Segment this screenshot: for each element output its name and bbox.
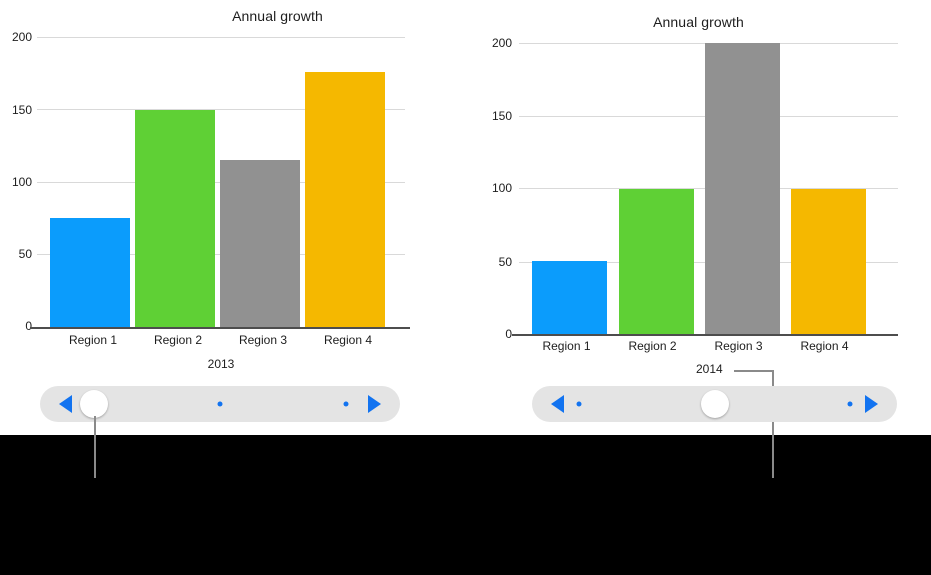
x-label-region-4: Region 4 (800, 339, 849, 353)
y-tick-label-200: 200 (11, 30, 32, 44)
callout-connector-left (94, 416, 96, 478)
callout-connector-horizontal (734, 370, 774, 372)
bar-region-3[interactable] (220, 160, 300, 327)
bar-region-1[interactable] (532, 261, 607, 334)
slider-thumb[interactable] (80, 390, 108, 418)
chart-title: Annual growth (232, 8, 323, 24)
bar-region-2[interactable] (135, 109, 215, 327)
bar-region-4[interactable] (791, 188, 866, 334)
previous-step-arrow-icon[interactable] (59, 395, 72, 413)
y-tick-label-0: 0 (505, 327, 512, 341)
x-axis-baseline (30, 327, 410, 329)
slider-thumb[interactable] (700, 390, 729, 418)
x-label-region-3: Region 3 (238, 333, 288, 347)
previous-step-arrow-icon[interactable] (551, 395, 564, 413)
x-label-region-1: Region 1 (68, 333, 118, 347)
x-label-region-4: Region 4 (323, 333, 373, 347)
chart-right[interactable]: Annual growth 200 150 100 50 0 Region 1 … (466, 0, 931, 478)
gridline-150 (37, 109, 405, 110)
x-axis-title: 2013 (207, 357, 235, 371)
y-tick-label-50: 50 (498, 255, 512, 269)
callout-label-year: 2014 (696, 362, 723, 376)
interactive-chart-slider[interactable] (40, 386, 400, 422)
plot-area (519, 43, 898, 334)
chart-left[interactable]: Annual growth 200 150 100 50 0 Region 1 … (0, 0, 430, 478)
callout-connector-vertical (772, 370, 774, 478)
y-tick-label-50: 50 (18, 247, 32, 261)
y-tick-label-0: 0 (25, 319, 32, 333)
next-step-arrow-icon[interactable] (368, 395, 381, 413)
bar-region-1[interactable] (50, 218, 130, 327)
plot-area (37, 37, 405, 327)
slider-step-dot-1[interactable] (217, 401, 223, 407)
x-label-region-2: Region 2 (153, 333, 203, 347)
x-axis-baseline (512, 334, 898, 336)
y-tick-label-100: 100 (491, 181, 512, 195)
backdrop (0, 435, 931, 575)
interactive-chart-slider[interactable] (532, 386, 897, 422)
x-label-region-2: Region 2 (628, 339, 677, 353)
y-tick-label-100: 100 (11, 175, 32, 189)
slider-step-dot-2[interactable] (847, 401, 853, 407)
slider-step-dot-1[interactable] (576, 401, 582, 407)
bar-region-3[interactable] (705, 43, 780, 334)
bar-region-4[interactable] (305, 71, 385, 327)
x-label-region-3: Region 3 (714, 339, 763, 353)
bar-region-2[interactable] (619, 188, 694, 334)
chart-title: Annual growth (653, 14, 744, 30)
gridline-200 (37, 37, 405, 38)
x-label-region-1: Region 1 (542, 339, 591, 353)
y-tick-label-150: 150 (11, 103, 32, 117)
slider-step-dot-2[interactable] (343, 401, 349, 407)
y-tick-label-150: 150 (491, 109, 512, 123)
next-step-arrow-icon[interactable] (865, 395, 878, 413)
y-tick-label-200: 200 (491, 36, 512, 50)
